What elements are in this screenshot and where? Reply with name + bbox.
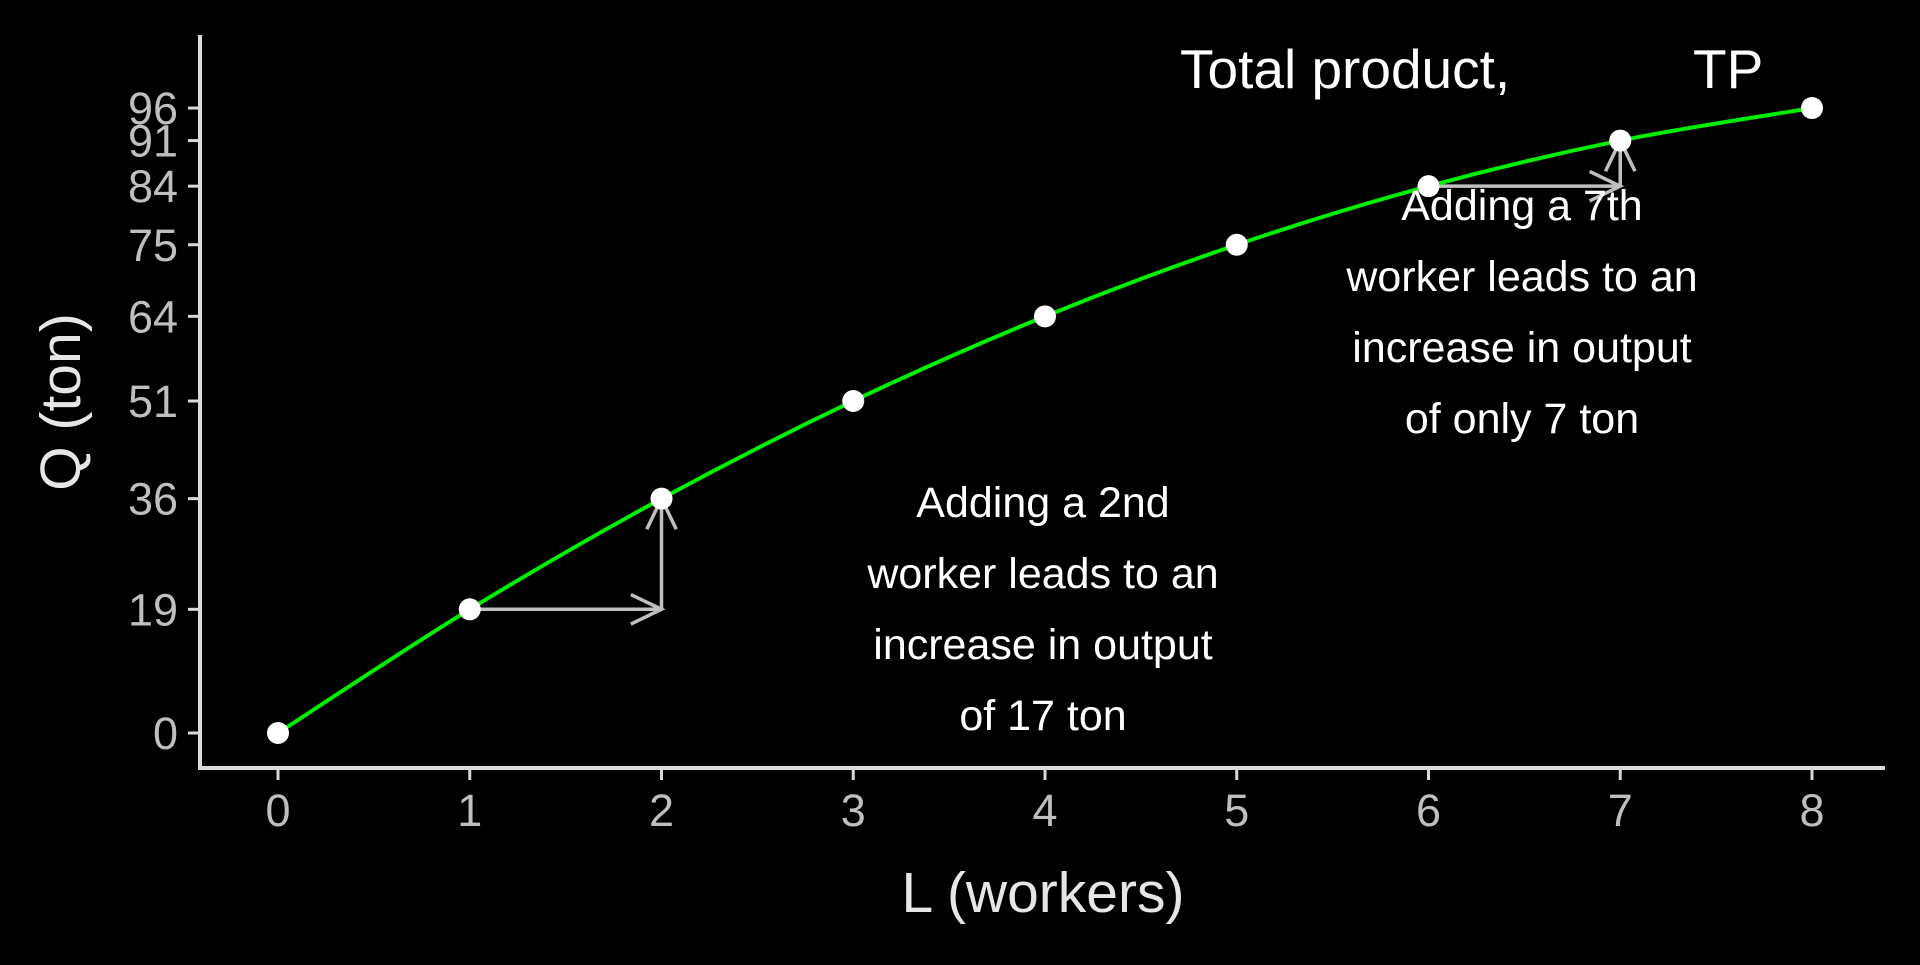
y-tick-label: 64 — [128, 291, 178, 342]
x-tick-label: 8 — [1799, 785, 1824, 836]
y-tick-label: 0 — [153, 708, 178, 759]
x-tick-label: 4 — [1032, 785, 1057, 836]
y-tick-label: 96 — [128, 83, 178, 134]
annotation-line: Adding a 7th — [1401, 182, 1642, 230]
x-tick-label: 2 — [649, 785, 674, 836]
data-point — [267, 722, 289, 744]
points-layer — [267, 97, 1823, 744]
data-point — [1609, 129, 1632, 152]
x-tick-label: 6 — [1416, 785, 1441, 836]
y-tick-label: 51 — [128, 376, 178, 427]
y-tick-label: 91 — [128, 116, 178, 167]
data-point — [458, 598, 481, 621]
chart-title-part-2: TP — [1693, 38, 1763, 100]
data-point — [1417, 175, 1440, 198]
annotation-line: increase in output — [1352, 324, 1691, 372]
annotation-line: worker leads to an — [1345, 253, 1697, 301]
annotation-line: worker leads to an — [866, 550, 1218, 598]
data-point — [842, 389, 865, 412]
x-tick-label: 7 — [1608, 785, 1633, 836]
text-layer: Total product, TP Adding a 2nd worker leads… — [866, 38, 1763, 740]
x-axis-title: L (workers) — [902, 861, 1185, 925]
annotation-line: Adding a 2nd — [916, 479, 1169, 527]
annotation-line: increase in output — [873, 621, 1212, 669]
x-tick-label: 5 — [1224, 785, 1249, 836]
y-tick-label: 75 — [128, 220, 178, 271]
annotation-line: of only 7 ton — [1405, 395, 1639, 443]
data-point — [1225, 233, 1248, 256]
y-tick-label: 19 — [128, 584, 178, 635]
chart-title-part-1: Total product, — [1180, 38, 1510, 100]
y-tick-label: 84 — [128, 161, 178, 212]
data-point — [650, 487, 673, 510]
x-tick-label: 3 — [841, 785, 866, 836]
annotation-line: of 17 ton — [959, 692, 1126, 740]
x-tick-label: 1 — [457, 785, 482, 836]
data-point — [1034, 305, 1056, 328]
data-point — [1801, 97, 1823, 120]
y-axis-title: Q (ton) — [29, 313, 93, 490]
x-tick-label: 0 — [265, 785, 290, 836]
y-tick-label: 36 — [128, 474, 178, 525]
